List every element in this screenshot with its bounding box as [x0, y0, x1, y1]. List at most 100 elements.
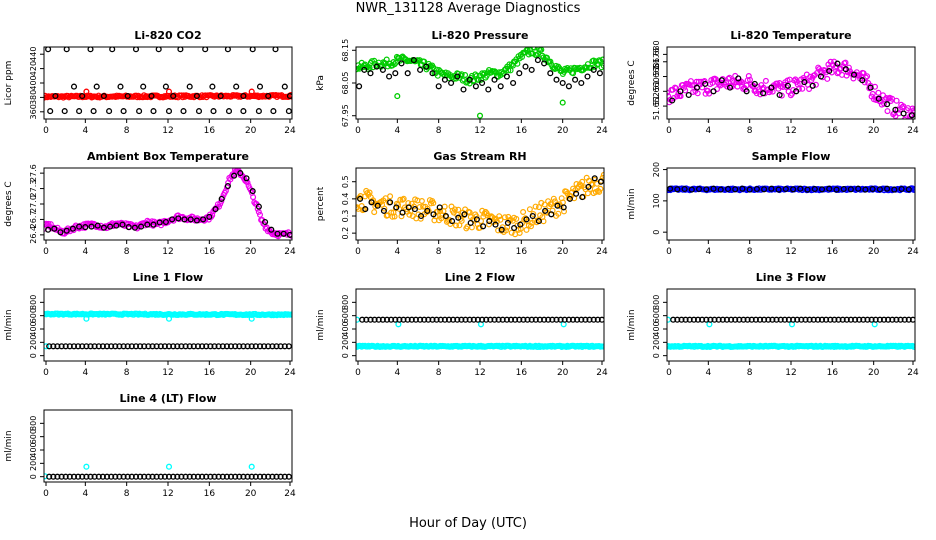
data-point [728, 316, 735, 323]
data-point [527, 223, 534, 230]
data-point [249, 47, 256, 53]
data-point [875, 95, 882, 102]
series-1 [356, 47, 604, 87]
data-point [876, 316, 883, 323]
data-point [473, 213, 480, 220]
data-point [120, 343, 127, 350]
data-point [690, 316, 697, 323]
data-point [379, 66, 386, 73]
panel-title: Line 4 (LT) Flow [120, 392, 217, 405]
data-point [107, 223, 114, 230]
data-point [117, 83, 124, 90]
data-point [905, 316, 912, 323]
data-point [281, 343, 288, 350]
data-point [423, 63, 430, 70]
data-point [839, 316, 846, 323]
data-point [573, 190, 580, 197]
data-point [170, 92, 177, 100]
data-point [498, 226, 505, 233]
data-point [900, 110, 907, 117]
data-point [694, 90, 701, 97]
data-point [511, 224, 518, 232]
data-point [579, 194, 586, 201]
data-point [806, 85, 813, 92]
data-point [50, 473, 57, 480]
data-point [594, 316, 601, 323]
series-2 [394, 93, 566, 119]
y-tick-label: 200 [652, 335, 661, 350]
data-point [108, 343, 115, 350]
data-point [87, 343, 94, 350]
x-tick-label: 4 [394, 247, 400, 257]
data-point [132, 343, 140, 350]
data-point [869, 90, 876, 97]
data-point [501, 214, 508, 221]
panel-title: Line 1 Flow [133, 271, 203, 284]
data-point [174, 343, 181, 350]
data-point [454, 316, 461, 323]
data-point [864, 73, 871, 80]
data-point [52, 92, 59, 100]
data-point [182, 343, 189, 350]
data-point [847, 186, 854, 193]
data-point [63, 227, 70, 234]
data-point [371, 316, 378, 323]
data-point [458, 316, 465, 323]
data-point [138, 223, 145, 230]
data-point [523, 226, 530, 233]
data-point [516, 70, 523, 77]
x-tick-label: 4 [82, 247, 88, 257]
data-point [430, 200, 437, 207]
data-point [682, 316, 689, 323]
chart-panel-9: Line 3 Flow ml/min 0 4 8 12 16 20 24 0 20040060080… [627, 271, 919, 378]
data-point [784, 82, 791, 89]
data-point [908, 112, 915, 119]
data-point [497, 83, 504, 90]
x-tick-label: 24 [907, 247, 919, 257]
x-tick-label: 24 [284, 489, 296, 499]
data-point [451, 206, 458, 213]
data-point [420, 203, 427, 210]
data-point [449, 218, 456, 225]
data-point [417, 66, 424, 73]
data-point [175, 215, 182, 222]
data-point [257, 211, 264, 218]
x-tick-label: 8 [747, 247, 753, 257]
data-point [219, 473, 226, 480]
data-point [569, 316, 577, 323]
x-tick-label: 12 [785, 368, 796, 378]
data-point [827, 316, 834, 323]
chart-panel-5: Gas Stream RH percent 0 4 8 12 16 20 24 0.2 0.3 0.4… [316, 150, 608, 257]
x-tick-label: 16 [827, 368, 839, 378]
panel-title: Li-820 Temperature [730, 29, 851, 42]
data-point [227, 176, 234, 183]
plot-area [356, 47, 604, 119]
x-tick-label: 16 [516, 126, 528, 136]
data-point [187, 216, 194, 223]
data-point [61, 108, 68, 115]
chart-panel-6: Sample Flow ml/min 0 4 8 12 16 20 24 0 100 200 [627, 150, 919, 257]
data-point [667, 316, 672, 323]
data-point [83, 463, 90, 470]
data-point [842, 59, 849, 66]
data-point [380, 207, 387, 214]
data-point [707, 316, 714, 323]
series-1 [44, 310, 292, 319]
x-tick-label: 20 [557, 126, 569, 136]
data-point [155, 47, 162, 53]
data-point [120, 473, 127, 480]
data-point [513, 215, 520, 222]
data-point [182, 473, 189, 480]
data-point [909, 316, 915, 323]
data-point [387, 193, 394, 200]
data-point [174, 473, 181, 480]
data-point [503, 316, 510, 323]
x-tick-label: 0 [355, 247, 361, 257]
data-point [441, 76, 448, 83]
data-point [417, 316, 424, 323]
series-2 [46, 473, 292, 480]
data-point [193, 92, 200, 100]
y-tick-label: 400 [341, 321, 350, 336]
data-point [62, 343, 69, 350]
data-point [69, 225, 76, 232]
